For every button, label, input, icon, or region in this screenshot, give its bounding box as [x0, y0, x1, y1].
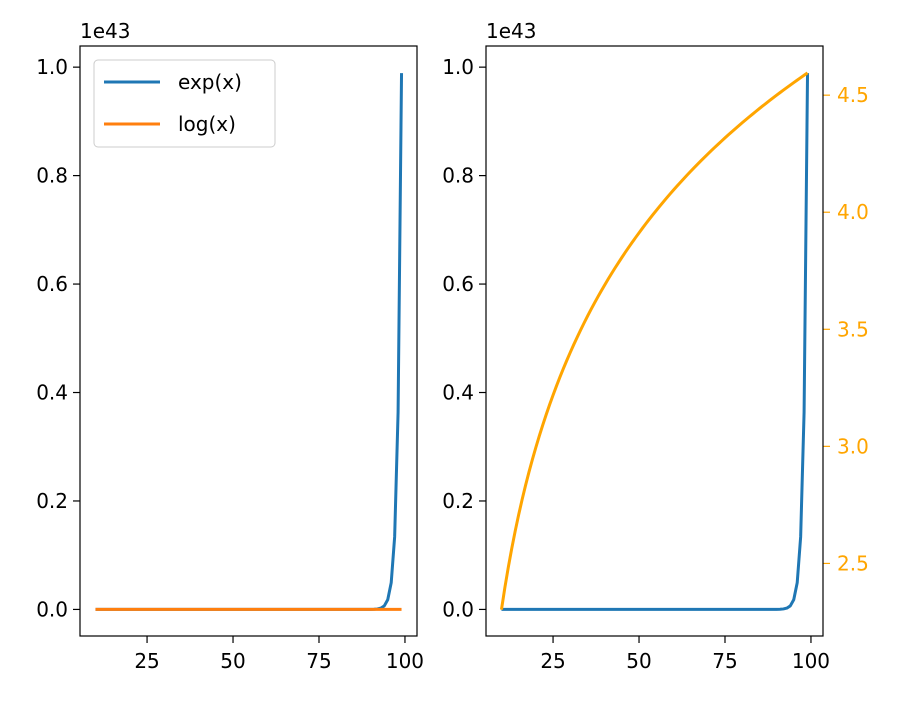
left-offset-text: 1e43 [80, 19, 130, 43]
x-tick-label: 75 [712, 649, 737, 673]
y2-tick-label: 2.5 [837, 551, 869, 575]
right-secondary-y-axis: 2.5 3.0 3.5 4.0 4.5 [823, 83, 869, 575]
left-plot-frame [79, 45, 418, 637]
right-y-axis: 0.0 0.2 0.4 0.6 0.8 1.0 [442, 55, 486, 621]
x-tick-label: 25 [134, 649, 159, 673]
right-series-group [499, 71, 810, 611]
x-tick-label: 50 [626, 649, 651, 673]
y2-tick-label: 4.0 [837, 200, 869, 224]
y-tick-label: 0.4 [36, 381, 68, 405]
legend-label-exp: exp(x) [178, 70, 242, 94]
x-tick-label: 75 [306, 649, 331, 673]
right-x-axis: 25 50 75 100 [540, 636, 830, 673]
y2-tick-label: 3.5 [837, 317, 869, 341]
y-tick-label: 1.0 [36, 55, 68, 79]
y-tick-label: 0.4 [442, 381, 474, 405]
x-tick-label: 50 [220, 649, 245, 673]
y2-tick-label: 4.5 [837, 83, 869, 107]
series-line-log-right-axis [499, 71, 809, 610]
y-tick-label: 0.6 [442, 272, 474, 296]
y2-tick-label: 3.0 [837, 434, 869, 458]
y-tick-label: 0.2 [442, 489, 474, 513]
left-series-group [95, 73, 404, 611]
left-subplot: 25 50 75 100 0.0 0.2 0.4 0.6 0.8 1.0 1e43 exp(x)… [36, 19, 424, 673]
x-tick-label: 100 [792, 649, 830, 673]
x-tick-label: 25 [540, 649, 565, 673]
y-tick-label: 1.0 [442, 55, 474, 79]
right-offset-text: 1e43 [486, 19, 536, 43]
series-line-exp-left-axis [501, 73, 810, 611]
left-x-axis: 25 50 75 100 [134, 636, 424, 673]
right-plot-frame [485, 45, 824, 637]
y-tick-label: 0.6 [36, 272, 68, 296]
y-tick-label: 0.8 [36, 164, 68, 188]
right-subplot: 25 50 75 100 0.0 0.2 0.4 0.6 0.8 1.0 2.5 3.0 3.5 4.… [442, 19, 869, 673]
y-tick-label: 0.8 [442, 164, 474, 188]
left-y-axis: 0.0 0.2 0.4 0.6 0.8 1.0 [36, 55, 80, 621]
legend-label-log: log(x) [178, 112, 236, 136]
y-tick-label: 0.0 [36, 597, 68, 621]
y-tick-label: 0.0 [442, 597, 474, 621]
x-tick-label: 100 [386, 649, 424, 673]
legend: exp(x) log(x) [93, 59, 276, 148]
y-tick-label: 0.2 [36, 489, 68, 513]
